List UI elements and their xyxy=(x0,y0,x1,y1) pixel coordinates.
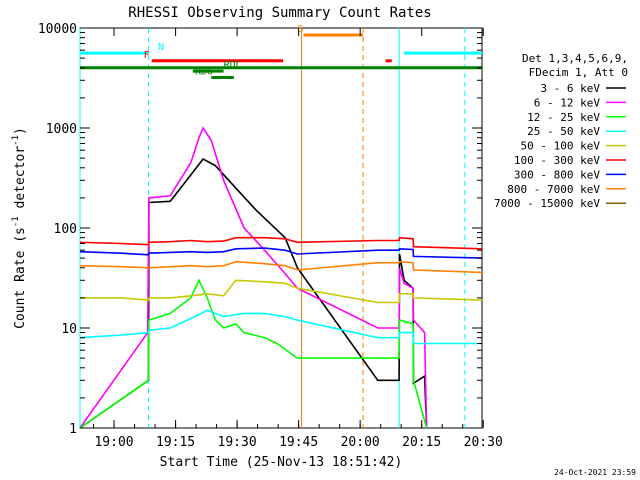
flag-label-3: RDC xyxy=(224,60,242,71)
legend-label-2: 12 - 25 keV xyxy=(527,111,600,124)
x-axis-ticks: 19:00 19:15 19:30 19:45 20:00 20:15 20:30 xyxy=(93,28,503,450)
x-tick-label-4: 20:00 xyxy=(341,435,380,450)
legend-header-1: FDecim 1, Att 0 xyxy=(529,66,628,79)
y-tick-label-2: 100 xyxy=(54,222,77,237)
series-line-4 xyxy=(80,279,483,304)
chart-title: RHESSI Observing Summary Count Rates xyxy=(128,5,431,21)
series-line-3 xyxy=(79,309,482,345)
x-tick-label-5: 20:15 xyxy=(402,435,441,450)
series-line-2 xyxy=(79,278,428,429)
legend-label-1: 6 - 12 keV xyxy=(534,96,601,109)
y-label-end: ) xyxy=(13,127,28,135)
y-tick-label-0: 1 xyxy=(69,422,77,437)
legend-label-5: 100 - 300 keV xyxy=(514,154,600,167)
x-tick-label-6: 20:30 xyxy=(464,435,503,450)
x-tick-label-3: 19:45 xyxy=(279,435,318,450)
flag-label-4: RD6 xyxy=(195,66,213,77)
legend-label-4: 50 - 100 keV xyxy=(521,140,601,153)
x-tick-label-1: 19:15 xyxy=(156,435,195,450)
y-axis-ticks: 1 10 100 1000 10000 xyxy=(38,22,482,437)
y-tick-label-4: 10000 xyxy=(38,22,77,37)
series-line-1 xyxy=(79,126,428,429)
legend-label-6: 300 - 800 keV xyxy=(514,168,600,181)
y-axis-label: Count Rate (s-1 detector-1) xyxy=(11,127,28,329)
series-line-5 xyxy=(79,236,483,250)
series-line-6 xyxy=(79,247,483,259)
series-line-7 xyxy=(79,260,483,274)
flag-label-0: N xyxy=(158,42,164,53)
plot-frame xyxy=(79,27,483,429)
legend-label-3: 25 - 50 keV xyxy=(527,125,600,138)
y-label-sup2: -1 xyxy=(11,135,21,146)
flag-label-1: F xyxy=(144,50,150,61)
y-tick-label-1: 10 xyxy=(61,322,77,337)
flag-label-5: S xyxy=(297,24,303,35)
legend-label-7: 800 - 7000 keV xyxy=(507,183,600,196)
y-label-mid: detector xyxy=(13,146,28,217)
series-group xyxy=(79,126,483,429)
footer-date: 24-Oct-2021 23:59 xyxy=(554,468,636,477)
y-tick-label-3: 1000 xyxy=(46,122,77,137)
x-tick-label-2: 19:30 xyxy=(218,435,257,450)
y-label-main: Count Rate (s xyxy=(13,227,28,329)
legend-label-0: 3 - 6 keV xyxy=(540,82,600,95)
vertical-markers xyxy=(79,28,466,428)
series-line-0 xyxy=(79,157,428,429)
legend-label-8: 7000 - 15000 keV xyxy=(494,197,600,210)
y-label-sup1: -1 xyxy=(11,216,21,227)
legend: Det 1,3,4,5,6,9,FDecim 1, Att 0 3 - 6 keV… xyxy=(494,52,628,210)
legend-header-0: Det 1,3,4,5,6,9, xyxy=(522,52,628,65)
x-axis-label: Start Time (25-Nov-13 18:51:42) xyxy=(160,455,403,470)
x-tick-label-0: 19:00 xyxy=(94,435,133,450)
flag-bars: NF RDC RD6 S xyxy=(80,24,482,79)
